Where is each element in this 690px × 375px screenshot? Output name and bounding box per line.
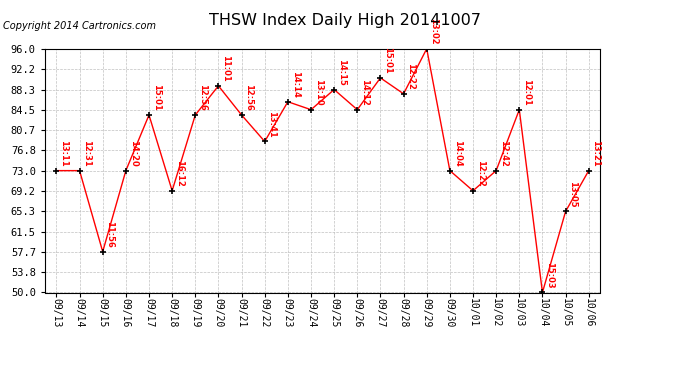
Text: 12:22: 12:22 — [406, 63, 415, 90]
Text: 15:01: 15:01 — [383, 47, 392, 74]
Text: 14:20: 14:20 — [128, 140, 137, 166]
Text: 15:01: 15:01 — [152, 84, 161, 111]
Text: 13:10: 13:10 — [314, 79, 323, 105]
Text: 12:56: 12:56 — [198, 84, 207, 111]
Text: 11:01: 11:01 — [221, 55, 230, 82]
Text: 12:22: 12:22 — [476, 160, 485, 187]
Text: 14:14: 14:14 — [290, 71, 299, 98]
Text: 12:42: 12:42 — [499, 140, 508, 166]
Text: 11:56: 11:56 — [106, 220, 115, 248]
Text: THSW  (°F): THSW (°F) — [596, 27, 663, 36]
Text: 12:01: 12:01 — [522, 79, 531, 105]
Text: 14:04: 14:04 — [453, 140, 462, 166]
Text: THSW Index Daily High 20141007: THSW Index Daily High 20141007 — [209, 13, 481, 28]
Text: 15:03: 15:03 — [545, 262, 554, 288]
Text: 13:11: 13:11 — [59, 140, 68, 166]
Text: 13:02: 13:02 — [429, 18, 439, 45]
Text: 12:56: 12:56 — [244, 84, 253, 111]
Text: 13:21: 13:21 — [591, 140, 600, 166]
Text: 13:05: 13:05 — [569, 181, 578, 207]
Text: 16:12: 16:12 — [175, 160, 184, 187]
Text: 14:12: 14:12 — [360, 79, 369, 105]
Text: Copyright 2014 Cartronics.com: Copyright 2014 Cartronics.com — [3, 21, 157, 31]
Text: 13:41: 13:41 — [268, 111, 277, 137]
Text: 14:15: 14:15 — [337, 58, 346, 86]
Text: 12:31: 12:31 — [82, 140, 91, 166]
